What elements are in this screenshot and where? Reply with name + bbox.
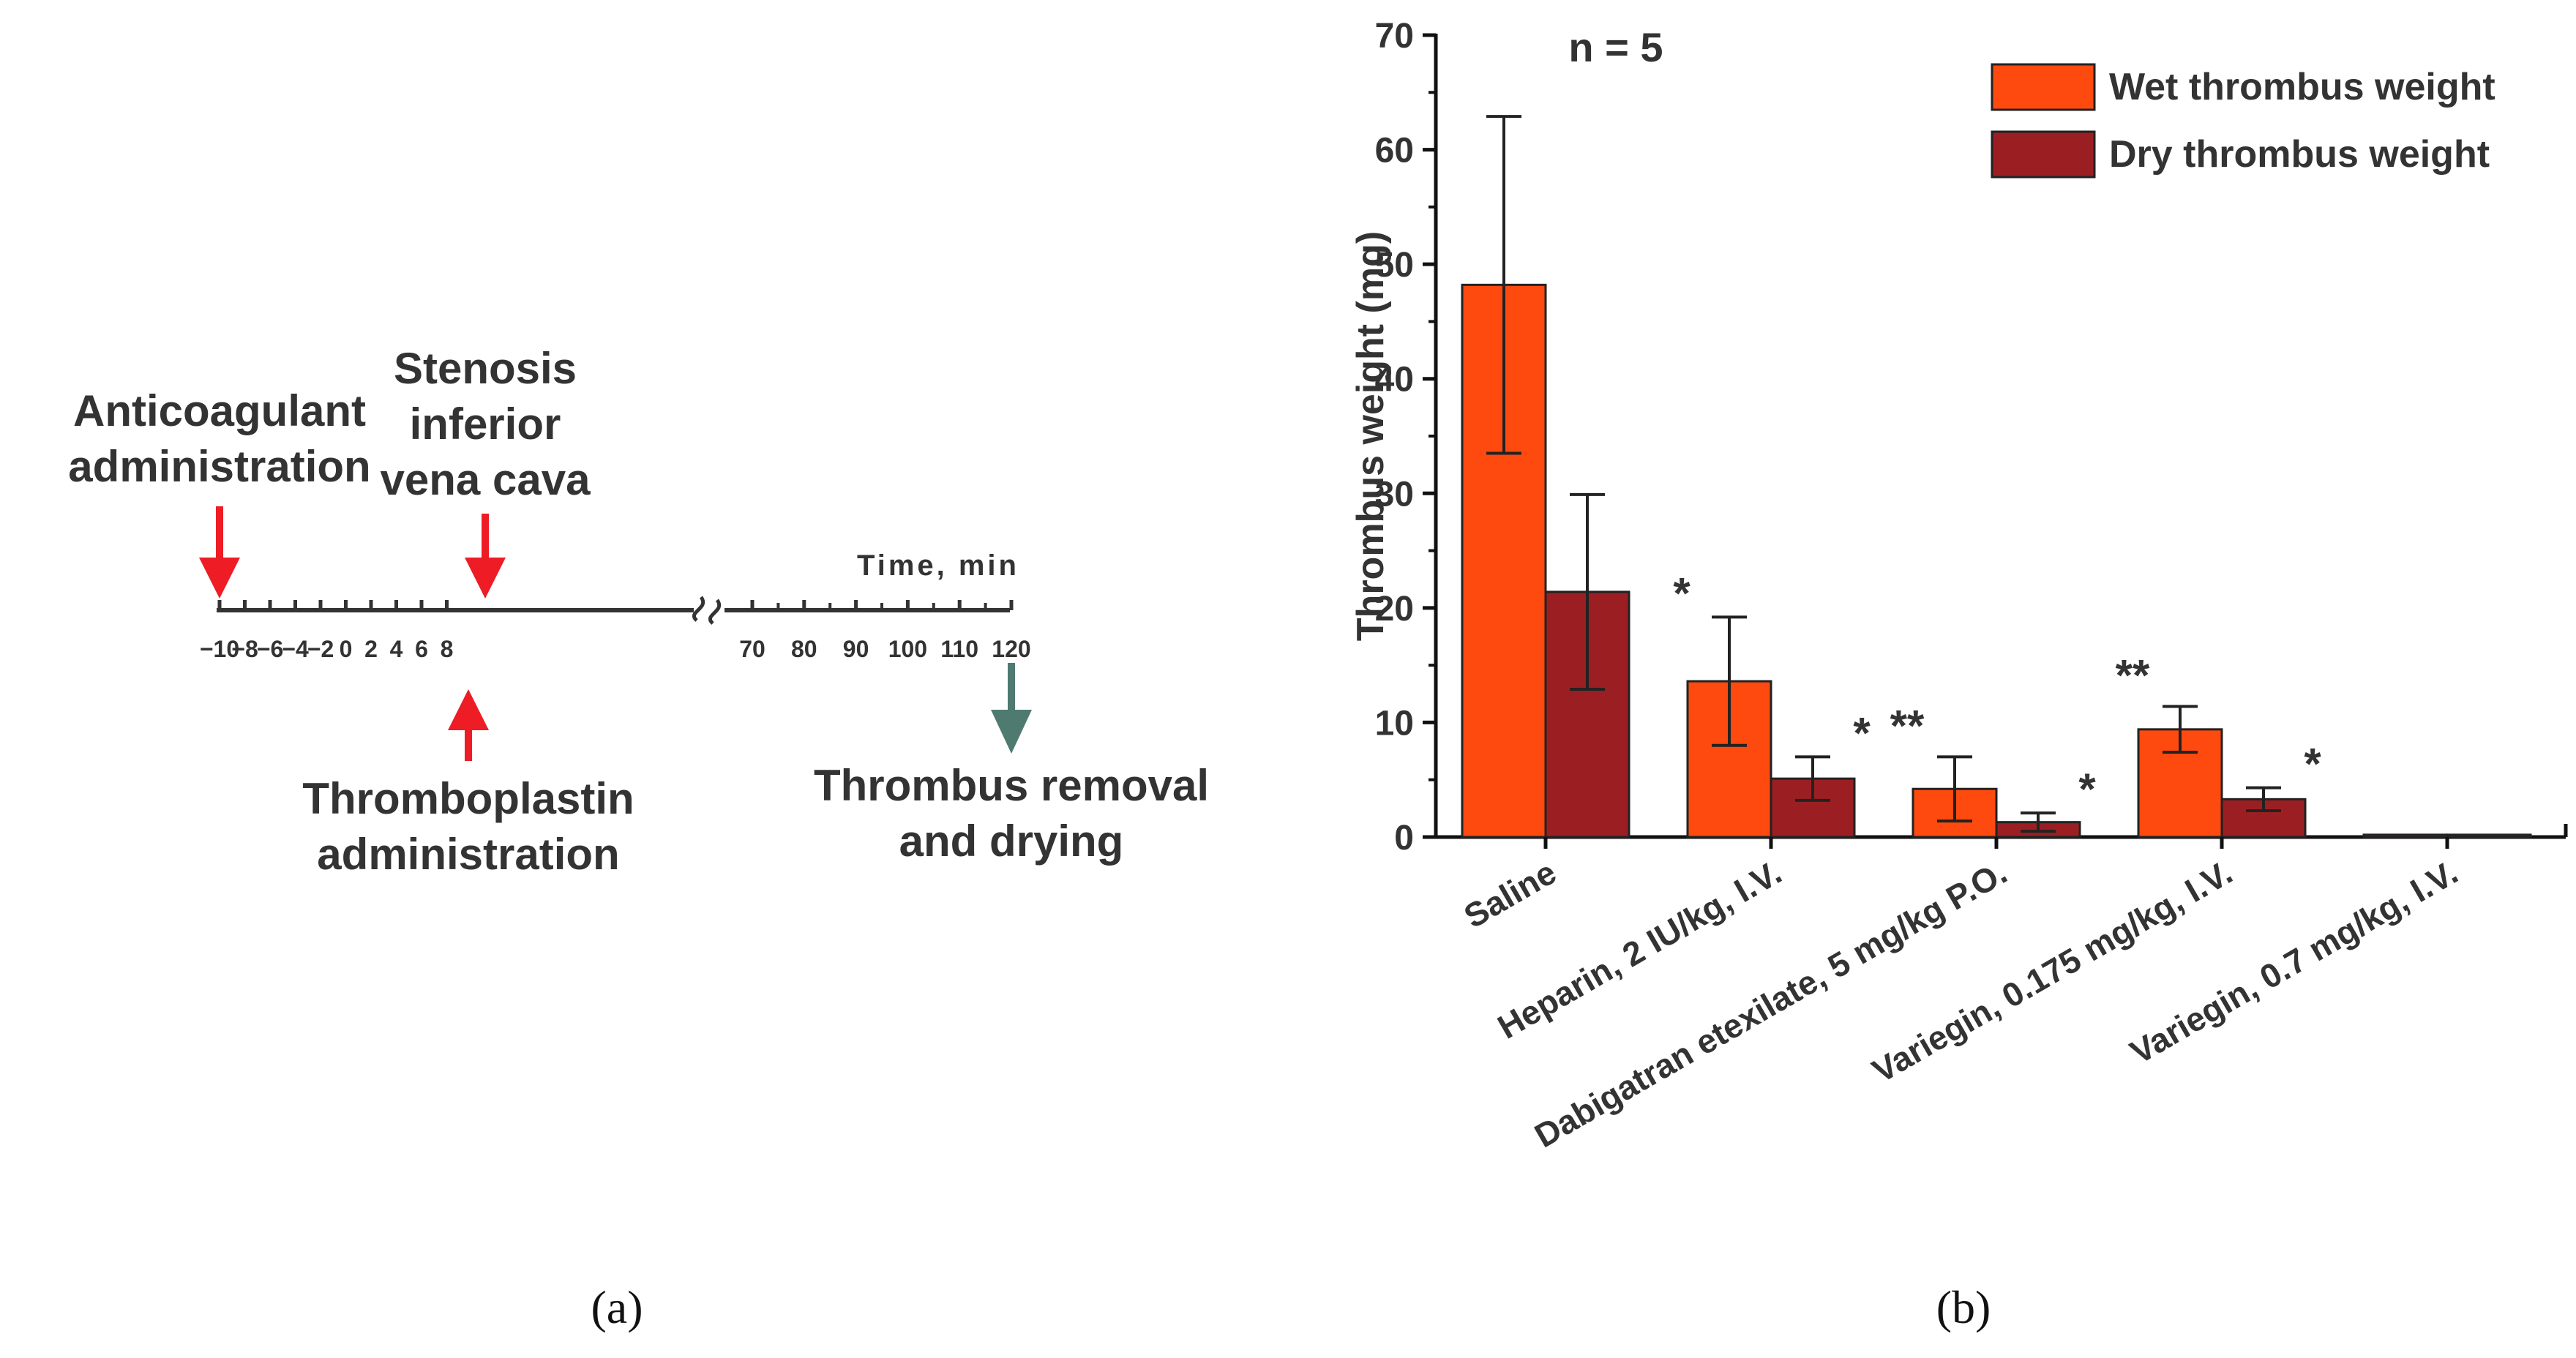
timeline-tick-label: 4 (390, 636, 403, 662)
timeline-tick-label: 80 (791, 636, 817, 662)
timeline-tick-label: −4 (282, 636, 309, 662)
y-tick-label: 10 (1375, 704, 1414, 743)
anticoagulant-label-line1: Anticoagulant (73, 386, 366, 435)
category-label: Saline (1458, 853, 1562, 936)
timeline-axis: −10−8−6−4−2 0 2 4 6 8 70 80 90 100 110 120 (200, 596, 1031, 662)
timeline-tick-label: 110 (940, 636, 978, 662)
timeline-tick-label: 100 (888, 636, 927, 662)
removal-arrow (991, 663, 1032, 754)
significance-marker: * (2078, 765, 2096, 814)
panel-a-caption: (a) (591, 1281, 643, 1333)
panel-b-chart: 0 10 20 30 40 50 60 70 Thrombus weight (mg) Salin… (1349, 17, 2568, 1333)
significance-marker: ** (2116, 651, 2150, 700)
stenosis-label-line2: inferior (410, 399, 561, 449)
y-tick-label: 70 (1375, 17, 1414, 56)
timeline-tick-label: −6 (257, 636, 283, 662)
thromboplastin-label-line1: Thromboplastin (302, 774, 634, 823)
significance-marker: ** (1890, 701, 1925, 750)
timeline-tick-label: 120 (992, 636, 1030, 662)
timeline-time-label: Time, min (857, 549, 1019, 582)
timeline-tick-label: 6 (415, 636, 428, 662)
panel-b-caption: (b) (1936, 1281, 1991, 1333)
y-tick-label: 30 (1375, 475, 1414, 514)
timeline-tick-label: 0 (340, 636, 353, 662)
category-label: Dabigatran etexilate, 5 mg/kg P.O. (1528, 853, 2013, 1155)
y-tick-label: 60 (1375, 132, 1414, 170)
thromboplastin-label-line2: administration (317, 830, 619, 879)
timeline-tick-label: −8 (231, 636, 258, 662)
timeline-tick-label: 2 (364, 636, 378, 662)
legend-label: Dry thrombus weight (2109, 133, 2490, 176)
timeline-tick-label: −10 (200, 636, 239, 662)
y-tick-label: 0 (1394, 819, 1414, 858)
removal-label-line2: and drying (899, 817, 1124, 866)
panel-a-timeline: Anticoagulant administration Stenosis in… (68, 344, 1209, 1333)
y-tick-label: 40 (1375, 361, 1414, 399)
timeline-tick-label: 8 (441, 636, 454, 662)
anticoagulant-arrow (199, 506, 240, 599)
removal-label-line1: Thrombus removal (814, 761, 1209, 810)
timeline-tick-label: −2 (307, 636, 334, 662)
bar-wet (2362, 833, 2449, 839)
significance-marker: * (1673, 569, 1690, 618)
category-label: Variegin, 0.175 mg/kg, I.V. (1866, 853, 2239, 1090)
thromboplastin-arrow (448, 689, 489, 761)
axis-break-mark (708, 599, 721, 625)
sample-size-annotation: n = 5 (1568, 24, 1663, 70)
axis-break-mark (692, 596, 705, 622)
stenosis-label-line1: Stenosis (394, 344, 577, 393)
timeline-tick-label: 70 (739, 636, 765, 662)
stenosis-arrow (465, 514, 506, 599)
anticoagulant-label-line2: administration (68, 442, 370, 491)
legend-swatch (1991, 63, 2096, 111)
legend-label: Wet thrombus weight (2109, 66, 2496, 108)
y-tick-label: 20 (1375, 590, 1414, 629)
bar-dry (2446, 833, 2532, 839)
bar-chart: 0 10 20 30 40 50 60 70 Thrombus weight (mg) Salin… (1349, 17, 2568, 1155)
significance-marker: * (1853, 708, 1871, 757)
timeline-tick-label: 90 (843, 636, 869, 662)
legend-swatch (1991, 130, 2096, 179)
significance-marker: * (2304, 740, 2321, 789)
stenosis-label-line3: vena cava (381, 455, 591, 504)
y-tick-label: 50 (1375, 246, 1414, 285)
y-axis-title: Thrombus weight (mg) (1349, 231, 1392, 641)
